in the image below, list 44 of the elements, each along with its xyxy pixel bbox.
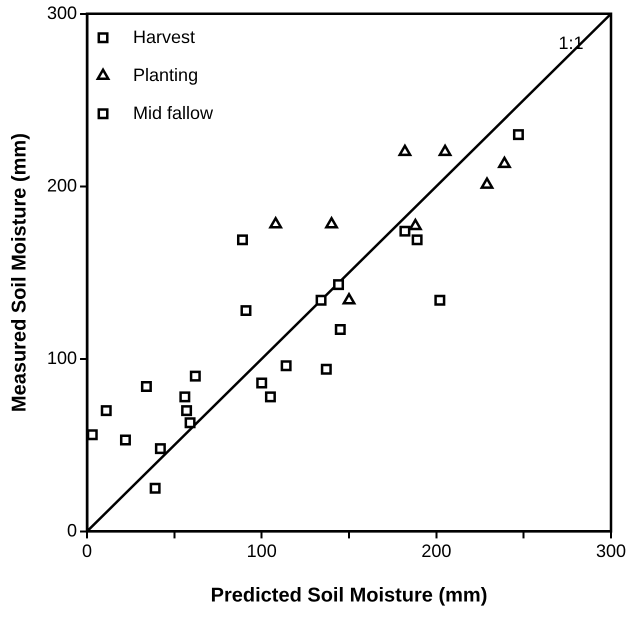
point (269, 217, 282, 229)
point (236, 234, 248, 246)
point (140, 380, 152, 392)
point (498, 156, 511, 168)
point (150, 482, 161, 494)
legend-label: Mid fallow (133, 102, 214, 123)
point (399, 226, 410, 237)
point (325, 217, 338, 229)
point (408, 218, 422, 230)
point (334, 324, 346, 336)
point (512, 129, 524, 140)
point (154, 443, 166, 454)
point (264, 391, 276, 402)
point (398, 144, 412, 156)
x-tick-label: 0 (82, 541, 92, 562)
point (480, 177, 494, 189)
legend-label: Planting (133, 64, 198, 85)
point (190, 370, 201, 382)
x-tick-label: 200 (421, 541, 452, 562)
y-tick-label: 200 (46, 175, 78, 196)
point (320, 364, 332, 375)
x-tick-label: 100 (246, 541, 277, 562)
point (100, 405, 112, 416)
point (316, 294, 327, 306)
point (342, 292, 356, 304)
point (412, 234, 423, 246)
point (333, 279, 344, 290)
x-tick-label: 300 (596, 541, 626, 562)
point (240, 305, 252, 316)
point (256, 378, 268, 389)
legend-label: Harvest (133, 26, 196, 47)
point (179, 391, 190, 402)
point (87, 429, 98, 440)
y-axis-title: Measured Soil Moisture (mm) (8, 133, 31, 412)
point (434, 294, 446, 306)
point (184, 417, 196, 428)
point (280, 360, 292, 372)
y-tick-label: 0 (67, 520, 78, 540)
y-tick-label: 100 (46, 348, 78, 368)
y-tick-label: 300 (46, 2, 78, 23)
point (181, 405, 192, 416)
point (438, 144, 452, 156)
point (120, 434, 131, 446)
x-axis-title: Predicted Soil Moisture (mm) (210, 584, 488, 607)
